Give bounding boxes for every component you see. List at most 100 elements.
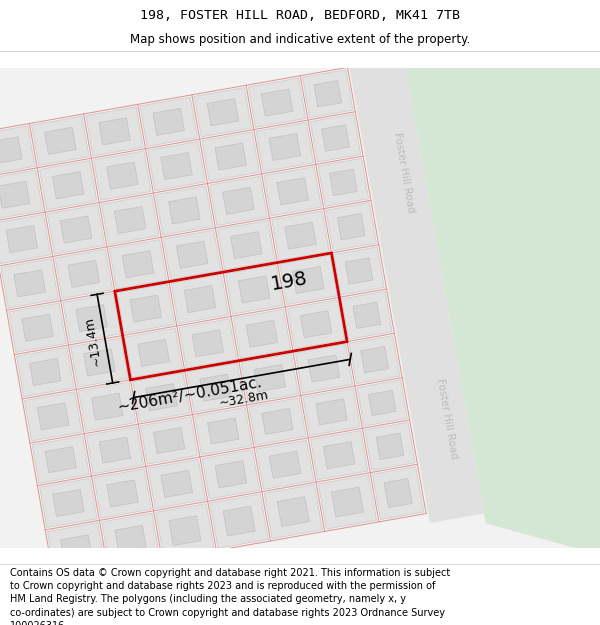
Text: 198, FOSTER HILL ROAD, BEDFORD, MK41 7TB: 198, FOSTER HILL ROAD, BEDFORD, MK41 7TB [140, 9, 460, 22]
Polygon shape [86, 107, 143, 156]
Polygon shape [1, 259, 58, 308]
Polygon shape [0, 214, 50, 264]
Polygon shape [293, 266, 324, 294]
Polygon shape [353, 302, 381, 329]
Polygon shape [122, 251, 154, 278]
Polygon shape [153, 108, 184, 135]
Polygon shape [376, 433, 404, 459]
Polygon shape [207, 99, 239, 126]
Polygon shape [329, 169, 357, 196]
Polygon shape [384, 479, 412, 508]
Polygon shape [71, 338, 128, 387]
Polygon shape [155, 186, 213, 235]
Polygon shape [53, 489, 84, 516]
Polygon shape [156, 504, 214, 558]
Polygon shape [99, 437, 131, 463]
Polygon shape [215, 461, 247, 488]
Polygon shape [345, 258, 373, 284]
Polygon shape [326, 202, 376, 251]
Polygon shape [55, 249, 112, 298]
Text: Foster Hill Road: Foster Hill Road [436, 378, 460, 459]
Polygon shape [316, 399, 347, 425]
Polygon shape [101, 513, 160, 568]
Polygon shape [47, 522, 106, 577]
Polygon shape [295, 344, 353, 393]
Polygon shape [337, 214, 365, 240]
Polygon shape [115, 206, 146, 234]
Polygon shape [318, 158, 368, 206]
Polygon shape [101, 196, 159, 244]
Polygon shape [9, 303, 66, 352]
Text: ~206m²/~0.051ac.: ~206m²/~0.051ac. [116, 375, 263, 415]
Polygon shape [37, 402, 69, 430]
Polygon shape [194, 88, 251, 137]
Polygon shape [210, 494, 268, 548]
Polygon shape [226, 265, 283, 314]
Polygon shape [161, 152, 192, 179]
Polygon shape [334, 247, 384, 295]
Polygon shape [47, 205, 104, 254]
Polygon shape [115, 526, 147, 555]
Polygon shape [264, 484, 322, 539]
Polygon shape [25, 392, 82, 441]
Polygon shape [215, 143, 247, 170]
Polygon shape [109, 239, 167, 289]
Text: Contains OS data © Crown copyright and database right 2021. This information is : Contains OS data © Crown copyright and d… [10, 568, 450, 625]
Polygon shape [107, 480, 139, 507]
Polygon shape [176, 241, 208, 268]
Polygon shape [319, 475, 377, 529]
Polygon shape [76, 304, 107, 332]
Polygon shape [269, 134, 301, 161]
Polygon shape [148, 459, 205, 509]
Polygon shape [310, 114, 361, 162]
Polygon shape [140, 417, 197, 464]
Polygon shape [94, 151, 151, 200]
Text: ~32.8m: ~32.8m [218, 388, 269, 410]
Polygon shape [60, 216, 92, 243]
Polygon shape [210, 176, 267, 226]
Polygon shape [233, 309, 290, 358]
Polygon shape [161, 471, 193, 498]
Polygon shape [52, 172, 84, 199]
Polygon shape [79, 382, 136, 431]
Polygon shape [277, 497, 309, 526]
Polygon shape [248, 78, 306, 128]
Polygon shape [94, 469, 151, 518]
Polygon shape [308, 355, 340, 382]
Polygon shape [261, 89, 293, 116]
Polygon shape [86, 426, 143, 474]
Polygon shape [138, 339, 169, 366]
Polygon shape [169, 197, 200, 224]
Polygon shape [230, 232, 262, 259]
Polygon shape [285, 222, 316, 249]
Polygon shape [241, 354, 298, 402]
Polygon shape [301, 311, 332, 338]
Text: Map shows position and indicative extent of the property.: Map shows position and indicative extent… [130, 34, 470, 46]
Polygon shape [323, 442, 355, 469]
Polygon shape [192, 330, 224, 357]
Polygon shape [303, 388, 360, 436]
Polygon shape [29, 359, 61, 386]
Polygon shape [179, 319, 236, 368]
Polygon shape [45, 447, 76, 472]
Polygon shape [14, 270, 46, 297]
Polygon shape [348, 48, 484, 523]
Polygon shape [130, 295, 161, 322]
Polygon shape [187, 363, 244, 413]
Polygon shape [83, 349, 115, 376]
Polygon shape [32, 436, 89, 483]
Polygon shape [302, 70, 353, 118]
Polygon shape [117, 284, 175, 333]
Polygon shape [133, 372, 190, 422]
Polygon shape [368, 390, 396, 416]
Polygon shape [287, 299, 345, 349]
Polygon shape [40, 161, 97, 210]
Polygon shape [341, 291, 392, 339]
Polygon shape [0, 137, 22, 164]
Polygon shape [40, 478, 97, 528]
Polygon shape [202, 132, 259, 181]
Polygon shape [169, 516, 201, 546]
Polygon shape [200, 374, 232, 401]
Polygon shape [314, 81, 341, 107]
Polygon shape [0, 181, 30, 208]
